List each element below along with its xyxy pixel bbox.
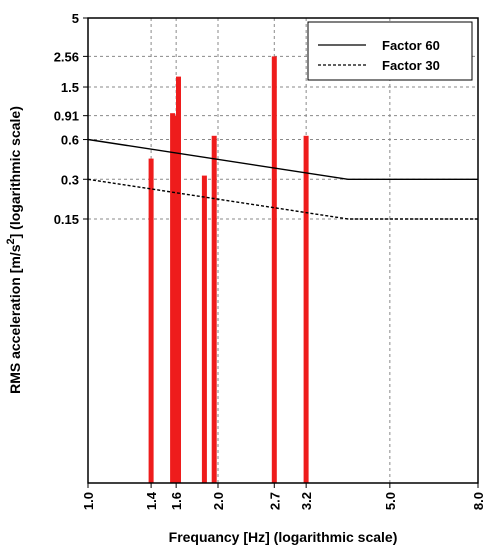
y-tick-label: 0.15 [54, 212, 79, 227]
bar [201, 175, 207, 483]
x-tick-label: 2.7 [267, 492, 282, 510]
bar [303, 135, 309, 484]
bar [170, 113, 176, 483]
legend-box [307, 21, 473, 81]
bar [271, 56, 277, 484]
y-tick-label: 0.91 [54, 109, 79, 124]
x-tick-label: 1.4 [144, 491, 159, 510]
y-axis-title-tail: ] (logarithmic scale) [7, 106, 23, 238]
y-tick-labels: 0.15 0.3 0.6 0.91 1.5 2.56 5 [54, 11, 88, 227]
y-tick-label: 0.6 [61, 133, 79, 148]
legend-label-factor-60: Factor 60 [382, 38, 440, 53]
bar [211, 135, 217, 484]
bar [176, 76, 181, 483]
lines-layer [87, 138, 478, 220]
y-tick-label: 0.3 [61, 172, 79, 187]
y-axis-title-main: RMS acceleration [m/s [7, 244, 23, 394]
x-tick-label: 1.6 [169, 492, 184, 510]
x-tick-label: 1.0 [81, 492, 96, 510]
x-tick-labels: 1.0 1.4 1.6 2.0 2.7 3.2 5.0 8.0 [81, 483, 486, 510]
y-tick-label: 2.56 [54, 49, 79, 64]
plot-frame [87, 17, 479, 484]
y-tick-label: 1.5 [61, 80, 79, 95]
y-axis-title: RMS acceleration [m/s2] (logarithmic sca… [5, 106, 23, 394]
x-tick-label: 5.0 [383, 492, 398, 510]
bars-layer [148, 56, 309, 484]
series-line-factor-60 [87, 138, 478, 181]
legend: Factor 60 Factor 30 [307, 21, 473, 81]
y-tick-label: 5 [72, 11, 79, 26]
grid-layer [88, 18, 478, 483]
legend-label-factor-30: Factor 30 [382, 58, 440, 73]
x-tick-label: 3.2 [299, 492, 314, 510]
x-tick-label: 2.0 [211, 492, 226, 510]
x-tick-label: 8.0 [471, 492, 486, 510]
y-axis-title-superscript: 2 [5, 238, 17, 244]
series-line-factor-30 [87, 178, 478, 220]
bar [148, 158, 154, 483]
x-axis-title: Frequancy [Hz] (logarithmic scale) [169, 529, 398, 545]
